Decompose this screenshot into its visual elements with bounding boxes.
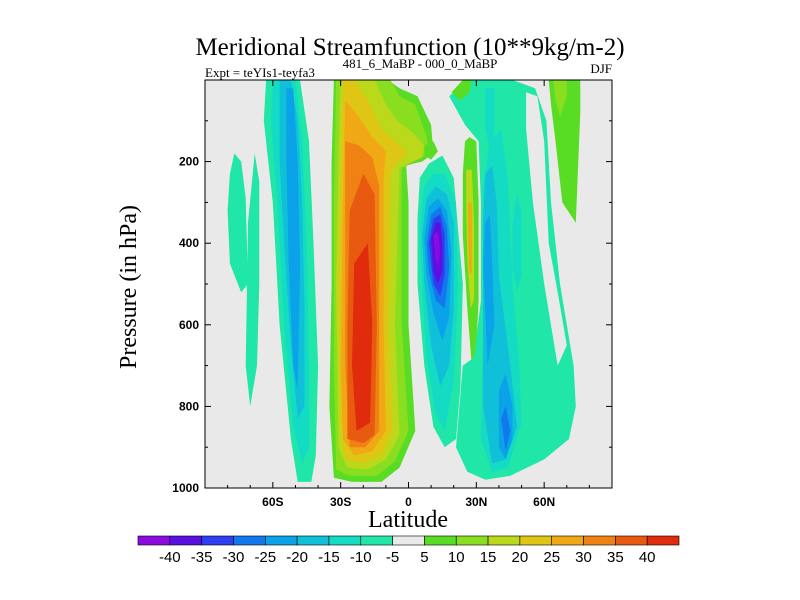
contour-fill-13 <box>352 243 373 431</box>
colorbar-label: -5 <box>386 549 399 566</box>
contour-fill-36 <box>451 80 472 101</box>
colorbar-box-13 <box>551 535 584 546</box>
colorbar-box-5 <box>296 535 330 546</box>
colorbar-label: 30 <box>575 549 592 566</box>
colorbar-box-4 <box>264 535 298 546</box>
colorbar-label: -40 <box>159 549 181 566</box>
contour-fill-4 <box>286 88 300 391</box>
x-tick-label: 30N <box>465 495 487 509</box>
colorbar-box-9 <box>424 535 457 546</box>
x-tick-label: 60S <box>262 495 283 509</box>
colorbar-box-10 <box>455 535 489 546</box>
colorbar-box-15 <box>615 535 648 546</box>
y-axis-title: Pressure (in hPa) <box>116 205 142 369</box>
x-tick-label: 0 <box>405 495 412 509</box>
colorbar-label: 25 <box>543 549 560 566</box>
contour-fills <box>227 80 581 482</box>
contour-fill-0 <box>227 153 248 293</box>
y-tick-label: 400 <box>179 236 199 250</box>
contour-fill-37 <box>424 141 438 160</box>
y-tick-label: 1000 <box>172 481 199 495</box>
contour-fill-35 <box>553 80 567 117</box>
colorbar-label: -15 <box>318 549 340 566</box>
colorbar-label: 10 <box>448 549 465 566</box>
colorbar-box-11 <box>487 535 521 546</box>
colorbar-label: -30 <box>223 549 245 566</box>
colorbar-label: 5 <box>420 549 428 566</box>
colorbar: -40 -35 -30 -25 -20 -15 -10 -5 5 10 15 20 25 30 35 40 <box>137 535 680 566</box>
colorbar-box-7 <box>360 535 393 546</box>
contour-fill-28 <box>483 214 495 366</box>
colorbar-label: 15 <box>480 549 497 566</box>
contour-fill-21 <box>433 231 441 268</box>
colorbar-box-2 <box>201 535 234 546</box>
colorbar-box-16 <box>646 535 680 546</box>
contour-fill-30 <box>501 406 511 452</box>
contour-fill-34 <box>548 80 581 223</box>
season-label: DJF <box>590 61 612 76</box>
colorbar-label: -25 <box>254 549 276 566</box>
y-tick-label: 800 <box>179 399 199 413</box>
colorbar-box-14 <box>583 535 616 546</box>
colorbar-label: -35 <box>191 549 213 566</box>
colorbar-box-1 <box>169 535 202 546</box>
y-tick-label: 200 <box>179 155 199 169</box>
colorbar-label: -10 <box>350 549 372 566</box>
colorbar-label: -20 <box>286 549 308 566</box>
colorbar-box-8 <box>392 535 425 546</box>
y-tick-label: 600 <box>179 318 199 332</box>
contour-fill-5 <box>245 153 260 407</box>
contour-fill-32 <box>485 88 495 150</box>
colorbar-box-6 <box>328 535 362 546</box>
x-tick-label: 30S <box>330 495 351 509</box>
x-axis-title: Latitude <box>368 507 448 533</box>
experiment-label: Expt = teYIs1-teyfa3 <box>205 65 315 80</box>
colorbar-box-3 <box>233 535 266 546</box>
difference-label: 481_6_MaBP - 000_0_MaBP <box>343 56 498 71</box>
colorbar-label: 35 <box>607 549 624 566</box>
chart-title: Meridional Streamfunction (10**9kg/m-2) <box>195 34 624 61</box>
x-tick-label: 60N <box>533 495 555 509</box>
axis-ticks: 60S 30S 0 30N 60N 200 400 600 800 1000 <box>172 80 612 509</box>
colorbar-box-0 <box>137 535 171 546</box>
contour-fill-31 <box>512 194 522 293</box>
contour-fill-24 <box>468 202 472 276</box>
colorbar-box-12 <box>519 535 553 546</box>
colorbar-label: 20 <box>512 549 529 566</box>
colorbar-label: 40 <box>639 549 656 566</box>
contour-fill-33 <box>526 92 567 366</box>
